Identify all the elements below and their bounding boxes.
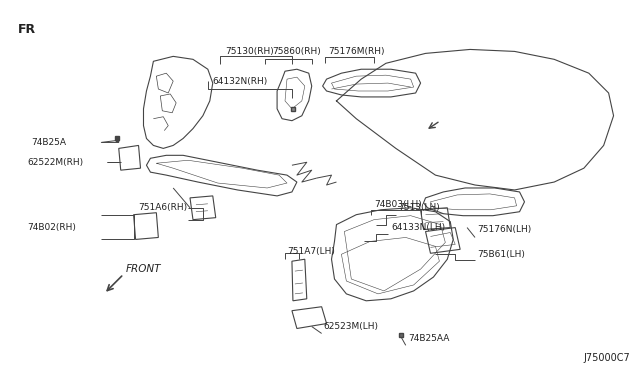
Text: 75860(RH): 75860(RH)	[272, 47, 321, 56]
Text: 7513(LH): 7513(LH)	[398, 203, 440, 212]
Text: FRONT: FRONT	[125, 264, 161, 274]
Text: 74B03(LH): 74B03(LH)	[374, 200, 422, 209]
Text: 751A7(LH): 751A7(LH)	[287, 247, 335, 256]
Text: 75176M(RH): 75176M(RH)	[328, 47, 385, 56]
Text: 64132N(RH): 64132N(RH)	[212, 77, 268, 86]
Text: 64133N(LH): 64133N(LH)	[391, 223, 445, 232]
Text: FR: FR	[18, 23, 36, 36]
Text: 74B25A: 74B25A	[31, 138, 67, 147]
Text: 74B25AA: 74B25AA	[408, 334, 449, 343]
Text: 751A6(RH): 751A6(RH)	[138, 203, 188, 212]
Text: 75176N(LH): 75176N(LH)	[477, 225, 531, 234]
Text: 62522M(RH): 62522M(RH)	[28, 158, 84, 167]
Text: 74B02(RH): 74B02(RH)	[28, 223, 77, 232]
Text: 75B61(LH): 75B61(LH)	[477, 250, 525, 259]
Text: 75130(RH): 75130(RH)	[226, 47, 275, 56]
Text: J75000C7: J75000C7	[584, 353, 630, 363]
Text: 62523M(LH): 62523M(LH)	[324, 322, 379, 331]
